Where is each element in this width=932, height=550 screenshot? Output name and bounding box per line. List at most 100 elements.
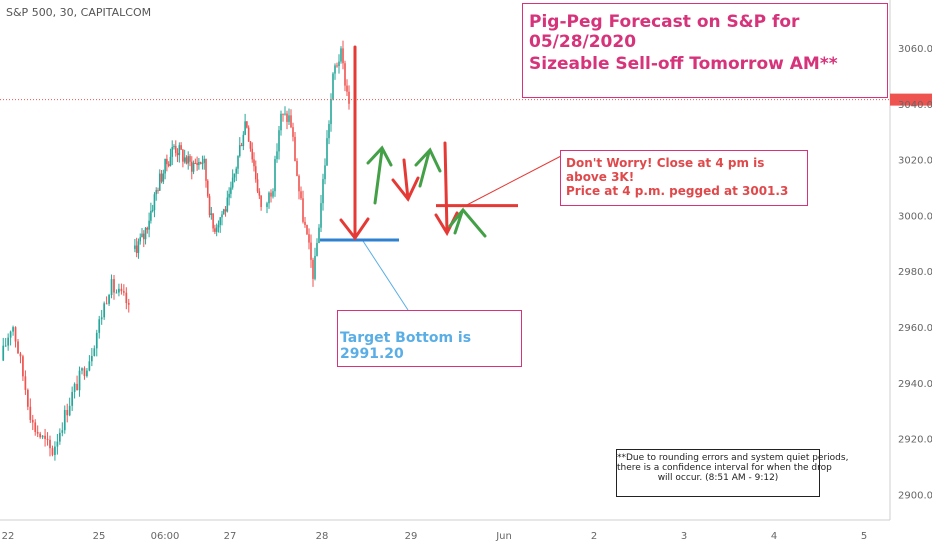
candle (182, 148, 184, 168)
candle (288, 108, 290, 125)
candle (310, 234, 312, 268)
candle (180, 142, 182, 150)
candle (201, 155, 204, 170)
candle (63, 405, 66, 434)
candle (2, 337, 5, 362)
candle (100, 309, 103, 325)
disclaimer-box: **Due to rounding errors and system quie… (616, 449, 848, 497)
candle (244, 113, 246, 136)
candle (199, 161, 202, 165)
candle (93, 345, 96, 357)
candle (76, 375, 78, 391)
big-red-arrow-down (339, 45, 370, 241)
candle (340, 46, 342, 64)
candle (342, 40, 344, 70)
candle (39, 431, 42, 439)
candle (247, 125, 250, 142)
forecast-title: Pig-Peg Forecast on S&P for 05/28/2020 (529, 12, 800, 52)
candle (222, 208, 225, 215)
candle (157, 187, 159, 194)
candle (144, 227, 147, 245)
candle (160, 170, 163, 184)
candle (164, 158, 166, 180)
candle (190, 156, 193, 180)
candle (153, 192, 156, 218)
candle (219, 216, 222, 233)
candle (36, 425, 39, 438)
candle (233, 173, 236, 183)
candle (31, 414, 34, 431)
candle (230, 181, 232, 199)
candle (137, 238, 140, 259)
candle (346, 79, 348, 96)
disclaimer-line3: will occur. (8:51 AM - 9:12) (657, 473, 779, 483)
candle (274, 155, 276, 197)
red-arrow-down-1 (391, 158, 420, 202)
candle (226, 190, 229, 213)
candle (196, 156, 198, 171)
candle (148, 212, 150, 238)
forecast-title-box: Pig-Peg Forecast on S&P for 05/28/2020 S… (522, 3, 888, 98)
candle (284, 106, 286, 116)
candle (212, 213, 214, 232)
candle (61, 422, 64, 437)
candle (231, 169, 234, 190)
candle (260, 195, 262, 211)
candlesticks (2, 40, 350, 461)
forecast-drawings (0, 45, 890, 311)
candle (318, 224, 320, 244)
time-axis[interactable]: 22 25 06:00 27 28 29 Jun 2 3 4 5 (0, 519, 890, 542)
candle (120, 283, 123, 295)
candle (300, 186, 302, 200)
candle (187, 151, 190, 170)
candle (298, 174, 300, 200)
candle (304, 216, 306, 228)
y-tick-label: 2940.0 (898, 379, 932, 390)
candle (81, 367, 83, 375)
candle (192, 160, 195, 175)
candle (142, 230, 145, 248)
candle (146, 226, 149, 234)
candle (254, 160, 257, 183)
candle (110, 274, 113, 299)
candle (238, 137, 241, 158)
candle (171, 140, 174, 166)
candle (158, 169, 161, 192)
candle (167, 161, 170, 168)
y-tick-label: 2920.0 (898, 435, 932, 446)
candle (189, 154, 191, 167)
candle (14, 326, 17, 348)
price-axis[interactable]: 2900.0 2920.0 2940.0 2960.0 2980.0 3000.0 3020… (889, 0, 932, 520)
candle (90, 348, 93, 367)
candle (73, 382, 76, 399)
candle (224, 206, 227, 217)
candle (98, 315, 101, 339)
candle (326, 130, 328, 167)
candle (208, 193, 211, 218)
candle (22, 354, 24, 381)
y-tick-label: 3060.0 (898, 44, 932, 55)
target-bottom-label: Target Bottom is 2991.20 (340, 330, 472, 362)
candle (162, 169, 165, 185)
target-bottom-box: Target Bottom is 2991.20 (337, 310, 522, 367)
candle (166, 154, 168, 172)
candle (7, 333, 10, 351)
candle (314, 247, 316, 281)
candle (308, 228, 310, 250)
current-price-tag (890, 93, 932, 106)
candle (328, 120, 330, 145)
candle (44, 428, 46, 447)
candle (302, 190, 304, 224)
candle (330, 93, 332, 132)
y-tick-label: 2960.0 (898, 323, 932, 334)
candle (113, 275, 115, 300)
candle (235, 166, 238, 182)
candle (214, 224, 216, 235)
candle (336, 62, 338, 68)
y-tick-label: 2900.0 (898, 490, 932, 501)
candle (95, 329, 98, 357)
candle (26, 388, 29, 411)
candle (306, 224, 308, 235)
candle (66, 403, 69, 423)
